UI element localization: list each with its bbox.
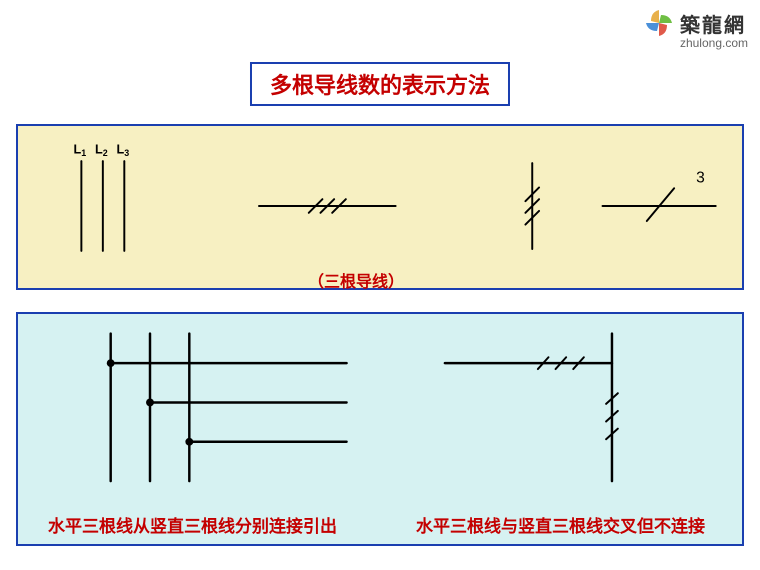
logo-url: zhulong.com [644, 36, 748, 50]
logo-text: 築龍網 [680, 9, 746, 38]
caption-connected-text: 水平三根线从竖直三根线分别连接引出 [48, 517, 337, 536]
caption-not-connected-text: 水平三根线与竖直三根线交叉但不连接 [416, 517, 705, 536]
caption-connected: 水平三根线从竖直三根线分别连接引出 [48, 512, 337, 537]
page-title-text: 多根导线数的表示方法 [270, 73, 490, 98]
caption-three-wires: （三根导线） [308, 268, 404, 292]
svg-text:L1: L1 [74, 142, 87, 158]
site-logo: 築龍網 zhulong.com [644, 8, 748, 50]
panel-wire-junctions: 水平三根线从竖直三根线分别连接引出 水平三根线与竖直三根线交叉但不连接 [16, 312, 744, 546]
caption-three-wires-text: （三根导线） [308, 274, 404, 291]
page-title: 多根导线数的表示方法 [250, 62, 510, 106]
diagram-three-wire-symbols: L1 L2 L3 3 [18, 126, 742, 288]
svg-text:L3: L3 [117, 142, 130, 158]
svg-text:3: 3 [696, 170, 705, 187]
logo-pinwheel-icon [644, 8, 674, 38]
caption-not-connected: 水平三根线与竖直三根线交叉但不连接 [416, 512, 705, 537]
panel-three-wire-symbols: L1 L2 L3 3 （三根导线） [16, 124, 744, 290]
svg-text:L2: L2 [95, 142, 108, 158]
diagram-wire-junctions [18, 314, 742, 544]
